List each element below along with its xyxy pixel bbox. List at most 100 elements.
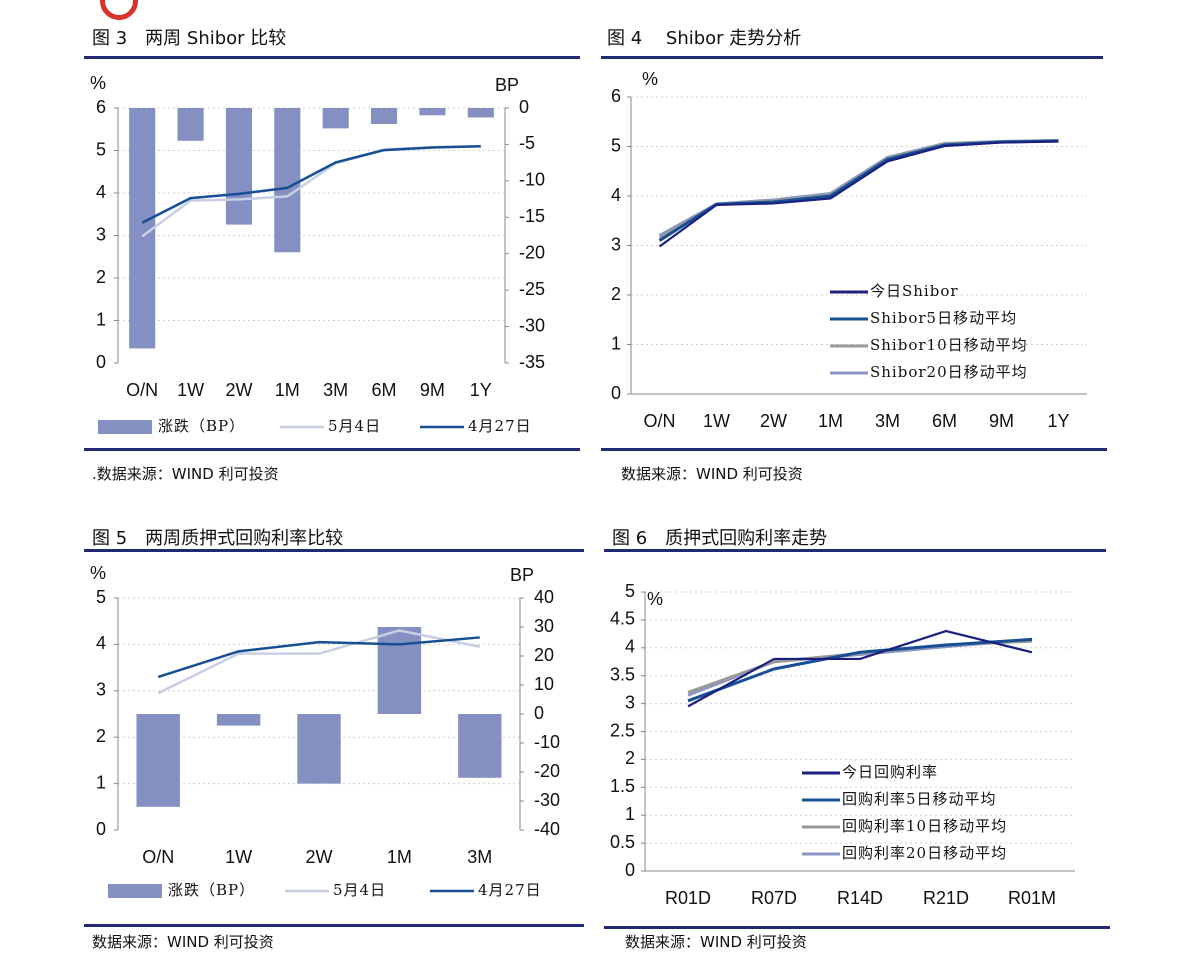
series-line-0 [658,139,1059,237]
fig3-source: .数据来源：WIND 利可投资 [92,465,279,483]
category-label: R07D [751,888,797,908]
left-unit-label: % [90,563,106,583]
fig4-source: 数据来源：WIND 利可投资 [621,465,803,483]
left-tick-label: 4 [96,633,106,653]
y-tick-label: 3 [625,692,635,712]
fig5-source: 数据来源：WIND 利可投资 [92,933,274,951]
bar-2W [225,108,252,225]
legend-line-label: 5月4日 [328,417,381,435]
right-tick-label: -20 [534,761,560,781]
series-line-2 [658,139,1059,242]
series-line-3 [658,140,1059,248]
y-tick-label: 1 [625,804,635,824]
category-label: 1Y [1047,411,1069,431]
y-tick-label: 2 [611,284,621,304]
category-label: 9M [989,411,1014,431]
left-tick-label: 0 [96,352,106,372]
fig4-title: 图 4 Shibor 走势分析 [607,28,802,49]
right-tick-label: -15 [519,206,545,226]
category-label: 1M [818,411,843,431]
y-tick-label: 1 [611,333,621,353]
series-line-3 [687,629,1033,708]
right-tick-label: 40 [534,587,554,607]
category-label: 1W [703,411,730,431]
fig3-bottom-rule [84,448,580,451]
category-label: 2W [306,847,333,867]
right-tick-label: 0 [534,703,544,723]
y-tick-label: 4 [611,185,621,205]
legend-line-label: 5月4日 [333,881,386,899]
left-tick-label: 6 [96,97,106,117]
category-label: 1W [177,380,204,400]
left-tick-label: 5 [96,139,106,159]
legend-label: 今日回购利率 [842,763,938,781]
right-tick-label: 20 [534,645,554,665]
left-tick-label: 2 [96,267,106,287]
fig3-chart: 0 1 2 3 4 5 6 0 -5 -10 -15 -20 -25 -30 -35% BP O/N 1W 2W 1M… [90,73,545,435]
category-label: O/N [142,847,174,867]
legend-label: 今日Shibor [870,282,959,300]
bar-2W [297,714,341,784]
left-tick-label: 1 [96,772,106,792]
fig5-bottom-rule [84,924,584,927]
legend-label: Shibor5日移动平均 [870,309,1017,327]
right-tick-label: -25 [519,279,545,299]
left-tick-label: 0 [96,819,106,839]
bar-O/N [129,108,156,349]
y-tick-label: 0.5 [610,832,635,852]
fig6-title: 图 6 质押式回购利率走势 [612,528,828,549]
bar-O/N [136,714,180,807]
category-label: O/N [126,380,158,400]
category-label: 1M [387,847,412,867]
y-tick-label: 0 [611,383,621,403]
fig6-source: 数据来源：WIND 利可投资 [625,933,807,951]
category-label: 1W [225,847,252,867]
bar-3M [458,714,502,778]
bar-6M [371,108,398,125]
category-label: 6M [372,380,397,400]
legend-label: Shibor20日移动平均 [870,363,1028,381]
right-tick-label: -20 [519,242,545,262]
legend-line-label: 4月27日 [478,881,542,899]
legend-label: Shibor10日移动平均 [870,336,1028,354]
bar-1W [216,714,261,726]
category-label: 2W [225,380,252,400]
y-tick-label: 2.5 [610,720,635,740]
fig3-title: 图 3 两周 Shibor 比较 [92,28,287,49]
category-label: 6M [932,411,957,431]
series-line-1 [687,639,1033,694]
category-label: 2W [760,411,787,431]
fig3-top-rule [84,56,580,59]
bar-9M [419,108,446,116]
y-tick-label: 0 [625,860,635,880]
fig5-title: 图 5 两周质押式回购利率比较 [92,528,344,549]
line-series-1 [141,145,481,224]
brand-logo-icon [100,0,138,20]
line-series-1 [157,636,480,679]
category-label: O/N [643,411,675,431]
legend-bar-label: 涨跌（BP） [158,417,245,435]
line-series-0 [157,629,481,695]
right-tick-label: -30 [534,790,560,810]
legend-label: 回购利率20日移动平均 [842,844,1007,862]
category-label: R01M [1008,888,1056,908]
legend-bar-swatch [108,884,162,898]
line-series-0 [141,145,481,238]
fig4-bottom-rule [601,448,1107,451]
legend-line-label: 4月27日 [468,417,532,435]
y-tick-label: 4.5 [610,609,635,629]
fig5-chart: 0 1 2 3 4 5 40 30 20 10 0 -10 -20 -30 -40% BP O/N 1W 2W 1M 3… [90,563,560,899]
bar-1M [377,627,422,714]
category-label: 1M [275,380,300,400]
fig6-chart: 0 0.5 1 1.5 2 2.5 3 3.5 4 4.5 5 % R01D R07D R14D R21D R0… [610,581,1075,908]
left-unit-label: % [90,73,106,93]
left-tick-label: 3 [96,224,106,244]
fig4-chart: 0 1 2 3 4 5 6% O/N 1W 2W 1M 3M 6M 9M 1Y 今日Shibor Shibor5… [611,69,1087,431]
legend-label: 回购利率10日移动平均 [842,817,1007,835]
fig6-top-rule [604,549,1106,552]
y-tick-label: 5 [625,581,635,601]
right-tick-label: -35 [519,352,545,372]
y-tick-label: 3.5 [610,664,635,684]
right-tick-label: -10 [519,170,545,190]
series-line-2 [687,637,1033,703]
